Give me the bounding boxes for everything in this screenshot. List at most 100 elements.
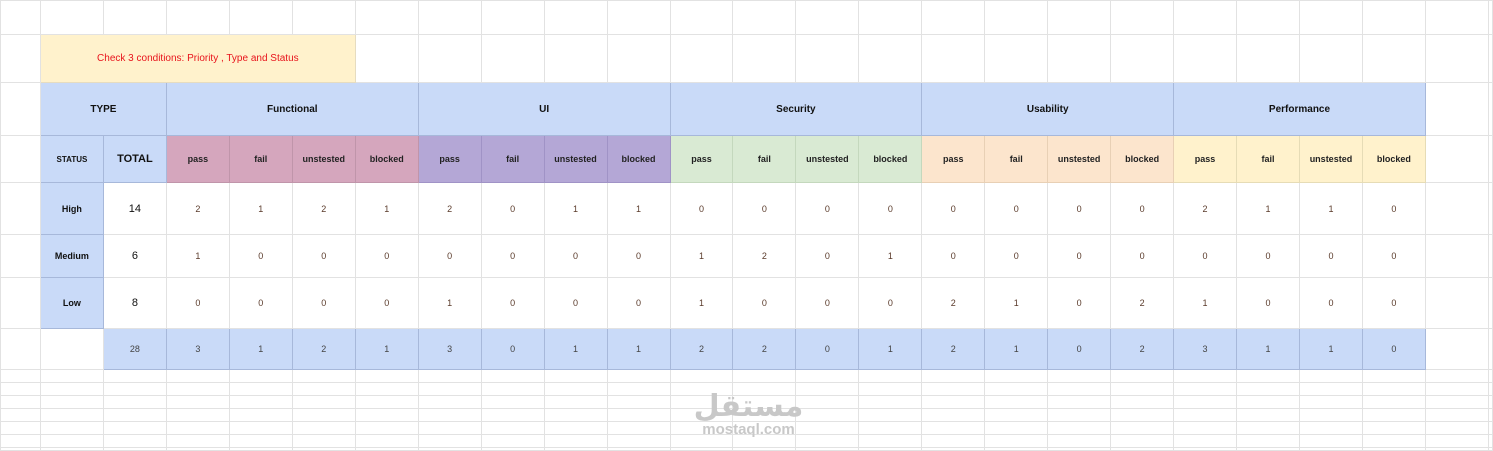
cell[interactable] [858,408,923,422]
cell[interactable] [1047,408,1112,422]
cell[interactable] [1110,421,1175,435]
cell[interactable] [984,369,1049,383]
cell[interactable] [354,382,419,396]
count-cell[interactable]: 0 [1110,182,1175,235]
column-total[interactable]: 1 [543,328,608,370]
cell[interactable] [1173,408,1238,422]
cell[interactable] [354,0,419,35]
cell[interactable] [480,447,545,451]
status-header-pass[interactable]: pass [1173,135,1238,183]
cell[interactable] [1487,34,1493,83]
cell[interactable] [165,434,230,448]
column-total[interactable]: 0 [1047,328,1112,370]
cell[interactable] [165,447,230,451]
count-cell[interactable]: 0 [921,182,986,235]
priority-total[interactable]: 14 [102,182,167,235]
count-cell[interactable]: 0 [228,234,293,278]
cell[interactable] [1424,328,1489,370]
cell[interactable] [480,421,545,435]
cell[interactable] [39,434,104,448]
cell[interactable] [0,135,41,183]
cell[interactable] [228,382,293,396]
count-cell[interactable]: 0 [228,277,293,329]
cell[interactable] [732,0,797,35]
cell[interactable] [1487,395,1493,409]
count-cell[interactable]: 0 [732,277,797,329]
count-cell[interactable]: 1 [417,277,482,329]
cell[interactable] [606,395,671,409]
cell[interactable] [1236,447,1300,451]
column-total[interactable]: 2 [669,328,734,370]
cell[interactable] [669,0,734,35]
status-header-fail[interactable]: fail [984,135,1049,183]
cell[interactable] [1236,421,1300,435]
cell[interactable] [984,421,1049,435]
column-total[interactable]: 1 [984,328,1049,370]
cell[interactable] [858,395,923,409]
column-total[interactable]: 3 [165,328,230,370]
cell[interactable] [39,447,104,451]
cell[interactable] [102,421,167,435]
cell[interactable] [1487,328,1493,370]
cell[interactable] [1298,369,1363,383]
cell[interactable] [1424,369,1489,383]
cell[interactable] [858,434,923,448]
cell[interactable] [543,0,608,35]
cell[interactable] [1487,369,1493,383]
status-header-unstested[interactable]: unstested [543,135,608,183]
cell[interactable] [1173,421,1238,435]
cell[interactable] [417,408,482,422]
column-total[interactable]: 0 [795,328,860,370]
cell[interactable] [0,447,41,451]
cell[interactable] [1424,0,1489,35]
column-total[interactable]: 2 [921,328,986,370]
cell[interactable] [606,447,671,451]
count-cell[interactable]: 0 [858,182,923,235]
count-cell[interactable]: 0 [480,182,545,235]
cell[interactable] [921,382,986,396]
cell[interactable] [1236,0,1300,35]
cell[interactable] [1424,408,1489,422]
cell[interactable] [1110,382,1175,396]
column-total[interactable]: 1 [354,328,419,370]
cell[interactable] [39,408,104,422]
count-cell[interactable]: 1 [228,182,293,235]
cell[interactable] [795,0,860,35]
cell[interactable] [921,34,986,83]
count-cell[interactable]: 0 [354,234,419,278]
count-cell[interactable]: 1 [669,234,734,278]
status-header-blocked[interactable]: blocked [1361,135,1426,183]
cell[interactable] [606,382,671,396]
count-cell[interactable]: 0 [543,277,608,329]
count-cell[interactable]: 0 [1298,234,1363,278]
column-total[interactable]: 3 [1173,328,1238,370]
status-header-fail[interactable]: fail [480,135,545,183]
cell[interactable] [1047,434,1112,448]
cell[interactable] [1298,0,1363,35]
cell[interactable] [732,447,797,451]
count-cell[interactable]: 0 [165,277,230,329]
cell[interactable] [0,328,41,370]
cell[interactable] [417,369,482,383]
cell[interactable] [480,395,545,409]
priority-label[interactable]: Low [39,277,104,329]
cell[interactable] [1424,135,1489,183]
cell[interactable] [606,34,671,83]
cell[interactable] [354,395,419,409]
count-cell[interactable]: 2 [1173,182,1238,235]
count-cell[interactable]: 0 [1236,234,1300,278]
cell[interactable] [102,369,167,383]
cell[interactable] [1298,434,1363,448]
column-total[interactable]: 1 [228,328,293,370]
count-cell[interactable]: 0 [1361,234,1426,278]
cell[interactable] [291,408,356,422]
cell[interactable] [858,421,923,435]
count-cell[interactable]: 2 [417,182,482,235]
count-cell[interactable]: 0 [1047,182,1112,235]
cell[interactable] [1047,421,1112,435]
cell[interactable] [480,34,545,83]
cell[interactable] [354,408,419,422]
cell[interactable] [291,421,356,435]
cell[interactable] [1110,395,1175,409]
cell[interactable] [1110,34,1175,83]
